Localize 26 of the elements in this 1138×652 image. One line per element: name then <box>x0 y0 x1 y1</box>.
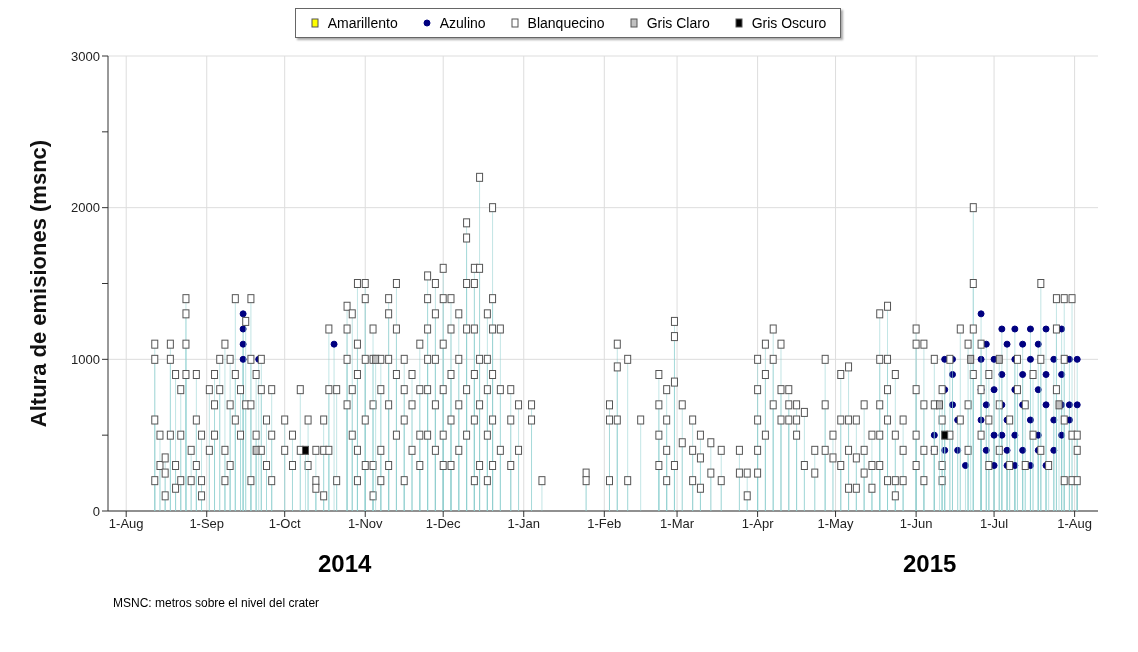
y-tick-label: 1000 <box>71 351 100 367</box>
x-tick-label: 1-May <box>817 516 855 532</box>
y-tick-label: 2000 <box>71 200 100 216</box>
x-tick-label: 1-Aug <box>1057 516 1092 532</box>
x-tick-label: 1-Sep <box>189 516 225 532</box>
x-tick-label: 1-Feb <box>587 516 622 532</box>
x-tick-label: 1-Jul <box>979 516 1009 532</box>
x-tick-label: 1-Mar <box>660 516 695 532</box>
y-tick-label: 3000 <box>71 48 100 64</box>
x-tick-label: 1-Jun <box>899 516 933 532</box>
x-tick-label: 1-Aug <box>108 516 144 532</box>
x-tick-label: 1-Dec <box>425 516 462 532</box>
x-tick-label: 1-Jan <box>507 516 541 532</box>
x-tick-label: 1-Nov <box>347 516 384 532</box>
legend-label: Gris Oscuro <box>751 15 827 31</box>
x-tick-label: 1-Oct <box>268 516 301 532</box>
text: 2015 <box>903 550 957 578</box>
legend-label: Amarillento <box>327 15 398 31</box>
text: 2014 <box>318 550 372 578</box>
x-tick-label: 1-Apr <box>741 516 775 532</box>
text: MSNC: metros sobre el nivel del crater <box>113 596 320 610</box>
y-axis-title: Altura de emisiones (msnc) <box>25 139 51 428</box>
legend-label: Blanquecino <box>527 15 605 31</box>
legend-label: Gris Claro <box>646 15 710 31</box>
legend-label: Azulino <box>439 15 486 31</box>
y-tick-label: 0 <box>92 503 100 519</box>
